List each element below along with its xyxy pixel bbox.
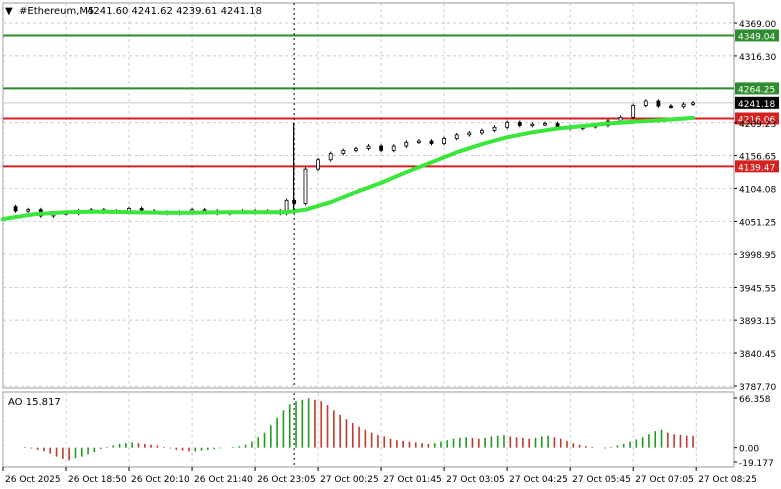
header: ▼ #Ethereum,M5 4241.60 4241.62 4239.61 4…: [5, 6, 262, 17]
candle-body: [328, 153, 333, 161]
candle-body: [656, 100, 661, 107]
ao-axis: 66.358 0.00 -19.177: [734, 395, 774, 469]
candle-body: [691, 102, 695, 105]
price-axis: 4369.00 4316.30 4209.23 4156.65 4104.08 4051.…: [734, 20, 776, 393]
y-tick-label: 3787.70: [739, 383, 776, 393]
x-tick-label: 27 Oct 07:05: [635, 475, 694, 485]
current-price-label: 4241.18: [738, 100, 775, 110]
price-level-tag: [735, 160, 779, 173]
y-tick-label: 4051.25: [739, 218, 776, 228]
chart-menu-arrow-icon[interactable]: ▼: [5, 6, 13, 17]
candle-body: [555, 123, 560, 128]
ao-title: AO 15.817: [8, 397, 61, 408]
candle-body: [631, 105, 636, 118]
candle-body: [530, 123, 535, 127]
candle-body: [454, 134, 459, 139]
candle-body: [643, 100, 648, 106]
x-tick-label: 27 Oct 03:05: [446, 475, 505, 485]
main-grid: [2, 3, 734, 387]
candle-body: [618, 116, 623, 122]
y-tick-label: 4104.08: [739, 185, 776, 195]
y-tick-label: 4316.30: [739, 53, 776, 63]
price-levels: 4349.04 4264.25 4216.06 4139.47 4241.18: [3, 29, 779, 173]
x-tick-label: 26 Oct 20:10: [131, 475, 190, 485]
candle-body: [492, 126, 497, 131]
x-tick-label: 26 Oct 23:05: [257, 475, 316, 485]
ao-tick-label: 0.00: [739, 445, 759, 455]
candle-body: [669, 105, 673, 108]
x-tick-label: 27 Oct 01:45: [383, 475, 442, 485]
y-tick-label: 3893.15: [739, 317, 776, 327]
moving-average-line: [1, 115, 695, 222]
candle-body: [391, 145, 396, 151]
y-tick-label: 4369.00: [739, 20, 776, 30]
x-tick-label: 27 Oct 00:25: [320, 475, 379, 485]
candle-body: [353, 148, 358, 151]
candle-body: [442, 138, 447, 144]
price-level-tag: [735, 112, 779, 125]
ao-bars: [24, 398, 694, 461]
candle-body: [505, 121, 510, 128]
candle-body: [26, 209, 31, 212]
x-tick-label: 26 Oct 2025: [5, 475, 61, 485]
candle-body: [417, 140, 421, 143]
candle-body: [517, 121, 522, 126]
candle-body: [379, 145, 384, 151]
time-axis: 26 Oct 2025 26 Oct 18:50 26 Oct 20:10 26 Oc…: [2, 467, 757, 485]
x-tick-label: 27 Oct 08:25: [698, 475, 757, 485]
symbol-title: #Ethereum,M5: [19, 6, 94, 17]
price-level-label: 4264.25: [738, 85, 775, 95]
candle-body: [303, 168, 308, 204]
ao-tick-label: -19.177: [739, 459, 774, 469]
main-panel: 4349.04 4264.25 4216.06 4139.47 4241.18: [1, 2, 779, 389]
y-tick-label: 4209.23: [739, 120, 776, 130]
candle-body: [467, 132, 472, 136]
price-level-label: 4216.06: [738, 116, 775, 126]
price-level-label: 4349.04: [738, 32, 775, 42]
price-level-tag: [735, 82, 779, 95]
candle-body: [480, 130, 484, 134]
candle-body: [341, 149, 346, 154]
ao-grid: [2, 393, 697, 466]
price-level-label: 4139.47: [738, 163, 775, 173]
x-tick-label: 26 Oct 21:40: [194, 475, 253, 485]
candle-body: [404, 141, 409, 147]
candle-body: [316, 159, 320, 170]
y-tick-label: 4156.65: [739, 153, 776, 163]
x-tick-label: 26 Oct 18:50: [68, 475, 127, 485]
price-level-tag: [735, 29, 779, 42]
candle-body: [366, 145, 371, 149]
y-tick-label: 3998.95: [739, 251, 776, 261]
y-tick-label: 3945.55: [739, 284, 776, 294]
ao-panel: AO 15.817: [2, 391, 735, 468]
candle-body: [13, 206, 18, 212]
ao-tick-label: 66.358: [739, 395, 771, 405]
candle-body: [681, 103, 686, 108]
candle-body: [429, 140, 434, 144]
x-tick-label: 27 Oct 04:25: [509, 475, 568, 485]
x-tick-label: 27 Oct 05:45: [572, 475, 631, 485]
y-tick-label: 3840.45: [739, 350, 776, 360]
candle-body: [543, 123, 547, 126]
current-price-tag: [735, 96, 779, 109]
ohlc-values: 4241.60 4241.62 4239.61 4241.18: [87, 6, 262, 17]
